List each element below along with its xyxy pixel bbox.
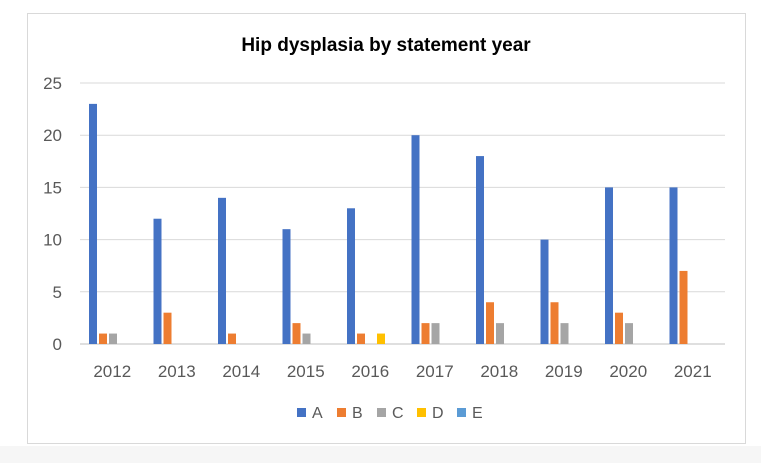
bar-A-2013 [153, 218, 162, 344]
legend-label-D: D [432, 405, 444, 422]
chart-title: Hip dysplasia by statement year [241, 35, 531, 56]
x-tick-label: 2013 [158, 362, 196, 381]
bar-B-2020 [615, 312, 623, 344]
y-tick-label: 10 [43, 231, 62, 250]
bar-C-2012 [109, 333, 117, 344]
bar-B-2015 [292, 323, 301, 344]
x-tick-label: 2015 [287, 362, 325, 381]
bar-B-2012 [99, 333, 107, 344]
bar-C-2019 [560, 323, 569, 344]
bar-A-2016 [347, 208, 355, 344]
bar-A-2015 [282, 229, 291, 344]
legend-swatch-B [337, 408, 346, 417]
legend-label-C: C [392, 405, 404, 422]
legend-swatch-D [417, 408, 426, 417]
x-tick-label: 2018 [480, 362, 518, 381]
y-tick-label: 25 [43, 74, 62, 93]
bar-A-2014 [218, 197, 226, 344]
bar-C-2017 [431, 323, 440, 344]
bar-B-2019 [550, 302, 559, 344]
x-tick-label: 2021 [674, 362, 712, 381]
x-tick-label: 2016 [351, 362, 389, 381]
bar-A-2019 [540, 239, 549, 344]
x-tick-label: 2019 [545, 362, 583, 381]
chart-area [27, 13, 746, 444]
bar-B-2018 [486, 302, 494, 344]
x-tick-label: 2012 [93, 362, 131, 381]
legend: A B C D E [297, 405, 483, 422]
bar-B-2013 [163, 312, 172, 344]
y-tick-label: 0 [53, 335, 62, 354]
bar-C-2018 [496, 323, 504, 344]
y-tick-label: 20 [43, 126, 62, 145]
legend-swatch-A [297, 408, 306, 417]
bar-B-2021 [679, 270, 688, 344]
legend-swatch-C [377, 408, 386, 417]
bar-C-2015 [302, 333, 311, 344]
legend-label-E: E [472, 405, 483, 422]
bar-A-2020 [605, 187, 613, 344]
bar-B-2014 [228, 333, 236, 344]
x-tick-label: 2014 [222, 362, 260, 381]
background-strip [0, 446, 761, 463]
bar-B-2017 [421, 323, 430, 344]
x-tick-label: 2017 [416, 362, 454, 381]
y-tick-label: 5 [53, 283, 62, 302]
legend-label-A: A [312, 405, 323, 422]
legend-label-B: B [352, 405, 363, 422]
bar-A-2021 [669, 187, 678, 344]
y-axis-tick-labels: 0 5 10 15 20 25 [43, 74, 62, 354]
bar-B-2016 [357, 333, 365, 344]
bar-A-2018 [476, 156, 484, 344]
bar-A-2017 [411, 135, 420, 344]
y-tick-label: 15 [43, 178, 62, 197]
bar-C-2020 [625, 323, 633, 344]
bars [89, 103, 688, 344]
legend-swatch-E [457, 408, 466, 417]
x-tick-label: 2020 [609, 362, 647, 381]
x-axis-tick-labels: 2012 2013 2014 2015 2016 2017 2018 2019 2020 2021 [93, 362, 711, 381]
bar-A-2012 [89, 103, 97, 344]
bar-D-2016 [377, 333, 385, 344]
gridlines [80, 82, 725, 345]
